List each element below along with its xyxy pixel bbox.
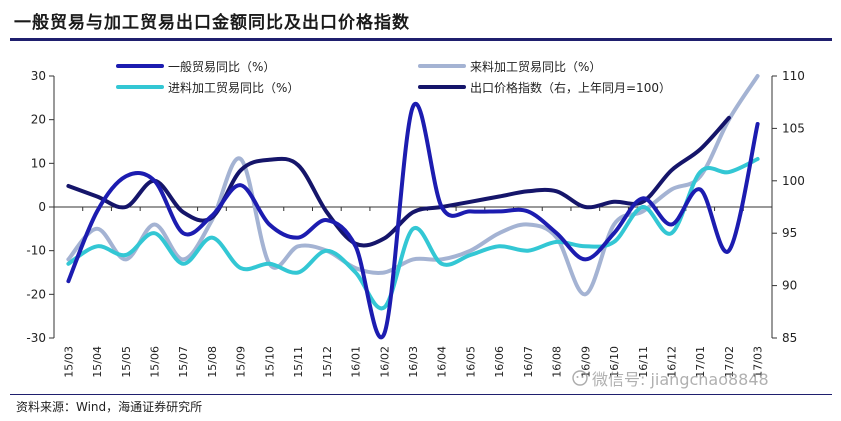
legend-label: 进料加工贸易同比（%） bbox=[168, 81, 299, 95]
x-tick-label: 16/12 bbox=[665, 346, 678, 378]
x-tick-label: 17/01 bbox=[694, 346, 707, 378]
series-line-0 bbox=[66, 101, 760, 340]
left-tick-label: 10 bbox=[31, 156, 46, 170]
left-tick-label: -10 bbox=[26, 244, 46, 258]
x-tick-label: 16/08 bbox=[551, 346, 564, 378]
title-underline bbox=[10, 38, 832, 41]
right-tick-label: 95 bbox=[782, 226, 797, 240]
left-tick-label: 30 bbox=[31, 69, 46, 83]
axes: -30 -20 -10 0 10 20 30 85 90 95 100 105 110 15/03 15/0… bbox=[26, 69, 805, 378]
legend-label: 来料加工贸易同比（%） bbox=[470, 60, 601, 74]
x-tick-label: 15/05 bbox=[120, 346, 133, 378]
x-tick-label: 16/06 bbox=[493, 346, 506, 378]
watermark: 微信号: jiangchao8848 bbox=[572, 366, 769, 390]
x-tick-label: 15/04 bbox=[91, 346, 104, 378]
x-tick-label: 16/10 bbox=[608, 346, 621, 378]
x-tick-label: 15/08 bbox=[206, 346, 219, 378]
x-tick-label: 15/07 bbox=[177, 346, 190, 378]
left-tick-label: -20 bbox=[26, 287, 46, 301]
left-tick-label: 20 bbox=[31, 113, 46, 127]
x-tick-label: 16/09 bbox=[579, 346, 592, 378]
x-tick-label: 15/09 bbox=[235, 346, 248, 378]
series-line-1 bbox=[66, 74, 760, 297]
x-tick-label: 15/12 bbox=[321, 346, 334, 378]
right-tick-label: 85 bbox=[782, 331, 797, 345]
right-tick-label: 100 bbox=[782, 174, 805, 188]
x-tick-label: 16/05 bbox=[464, 346, 477, 378]
x-tick-label: 15/06 bbox=[149, 346, 162, 378]
series-lines bbox=[66, 74, 760, 340]
x-tick-label: 15/11 bbox=[292, 346, 305, 378]
right-tick-label: 110 bbox=[782, 69, 805, 83]
watermark-text: 微信号: jiangchao8848 bbox=[592, 370, 769, 389]
x-tick-label: 15/10 bbox=[263, 346, 276, 378]
wechat-icon bbox=[572, 370, 588, 386]
series-line-2 bbox=[66, 157, 760, 311]
x-tick-label: 16/04 bbox=[436, 346, 449, 378]
source-divider bbox=[10, 394, 832, 395]
left-tick-label: -30 bbox=[26, 331, 46, 345]
x-tick-label: 16/03 bbox=[407, 346, 420, 378]
x-tick-label: 15/03 bbox=[62, 346, 75, 378]
source-note: 资料来源：Wind，海通证券研究所 bbox=[16, 400, 203, 414]
legend: 一般贸易同比（%） 来料加工贸易同比（%） 进料加工贸易同比（%） 出口价格指数（右，… bbox=[116, 59, 671, 95]
x-tick-label: 16/01 bbox=[350, 346, 363, 378]
chart-title: 一般贸易与加工贸易出口金额同比及出口价格指数 bbox=[14, 13, 410, 33]
legend-label: 一般贸易同比（%） bbox=[168, 59, 275, 74]
right-tick-label: 105 bbox=[782, 121, 805, 135]
x-tick-label: 17/03 bbox=[752, 346, 765, 378]
x-tick-label: 16/11 bbox=[637, 346, 650, 378]
left-tick-label: 0 bbox=[38, 200, 46, 214]
x-tick-label: 17/02 bbox=[723, 346, 736, 378]
right-tick-label: 90 bbox=[782, 279, 797, 293]
x-tick-label: 16/02 bbox=[378, 346, 391, 378]
x-tick-label: 16/07 bbox=[522, 346, 535, 378]
legend-label: 出口价格指数（右，上年同月=100） bbox=[470, 80, 671, 95]
